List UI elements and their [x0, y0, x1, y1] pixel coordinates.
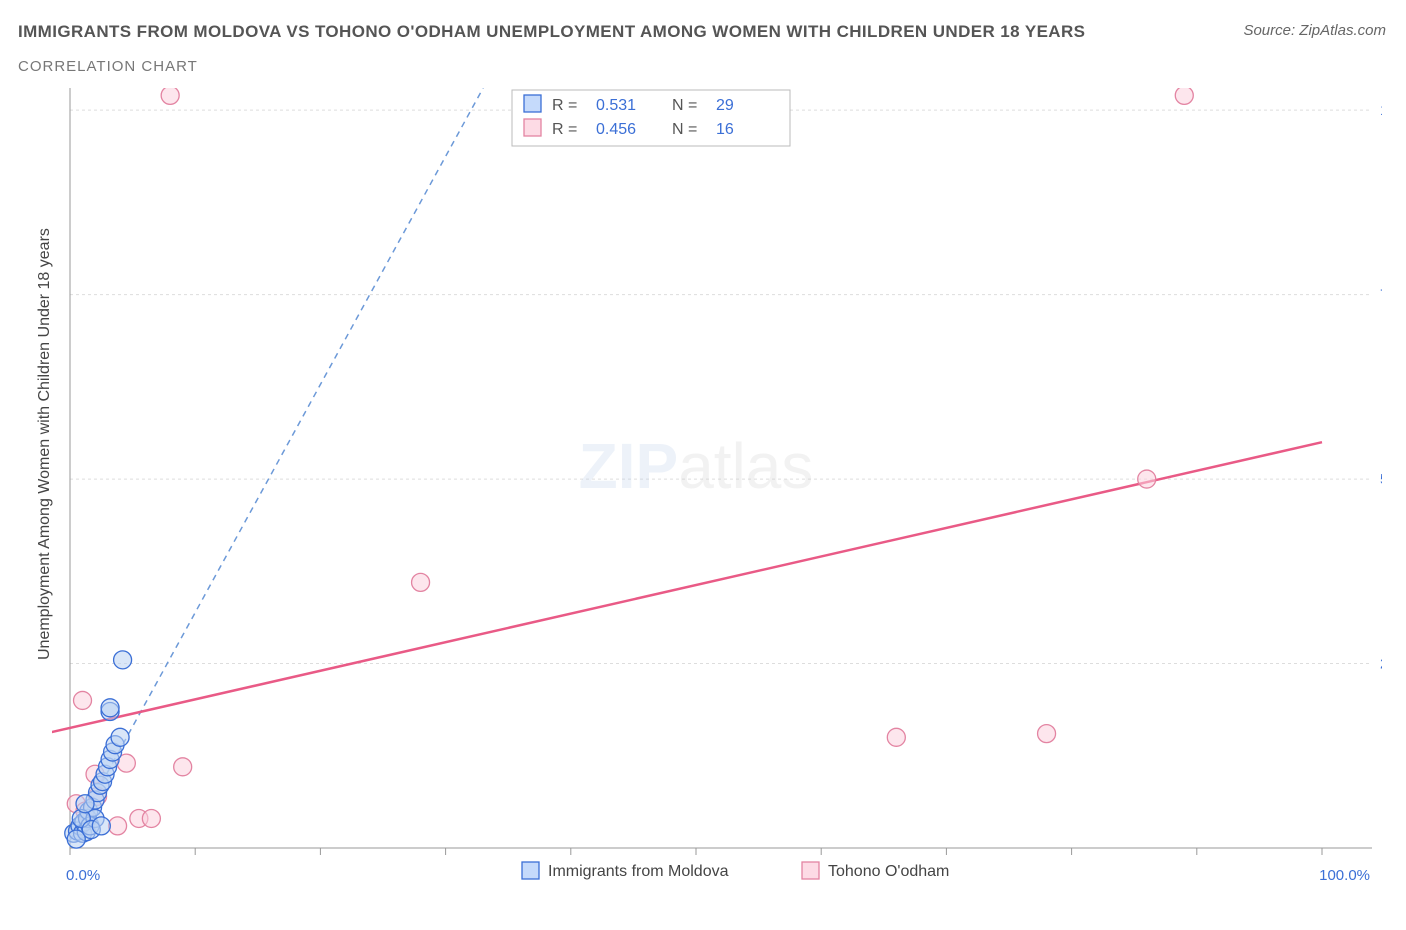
legend-n-value: 16 [716, 121, 734, 138]
plot-area: ZIPatlas R = 0.531 N = 29 R = 0.456 N = 16 Immi… [52, 88, 1382, 888]
page-root: IMMIGRANTS FROM MOLDOVA VS TOHONO O'ODHA… [0, 0, 1406, 930]
data-point-pink [1175, 88, 1193, 104]
legend-swatch-blue [522, 862, 539, 879]
legend-top: R = 0.531 N = 29 R = 0.456 N = 16 [512, 90, 790, 146]
blue-trend-line [70, 88, 483, 841]
legend-label-pink: Tohono O'odham [828, 863, 949, 880]
legend-swatch [524, 95, 541, 112]
data-point-pink [174, 758, 192, 776]
data-point-blue [92, 817, 110, 835]
watermark: ZIPatlas [579, 430, 814, 502]
legend-swatch-pink [802, 862, 819, 879]
legend-r-label: R = [552, 121, 577, 138]
watermark-text: ZIPatlas [579, 430, 814, 502]
x-tick-label: 100.0% [1319, 867, 1370, 884]
source-attribution: Source: ZipAtlas.com [1243, 22, 1386, 39]
x-tick-label: 0.0% [66, 867, 100, 884]
data-point-pink [1038, 725, 1056, 743]
legend-n-label: N = [672, 97, 697, 114]
data-point-blue [101, 699, 119, 717]
data-point-pink [109, 817, 127, 835]
chart-subtitle: CORRELATION CHART [18, 58, 198, 75]
legend-n-label: N = [672, 121, 697, 138]
data-point-pink [887, 728, 905, 746]
y-tick-label: 50.0% [1380, 471, 1382, 488]
title-row: IMMIGRANTS FROM MOLDOVA VS TOHONO O'ODHA… [18, 22, 1386, 42]
legend-bottom: Immigrants from Moldova Tohono O'odham [522, 862, 949, 880]
chart-svg: ZIPatlas R = 0.531 N = 29 R = 0.456 N = 16 Immi… [52, 88, 1382, 888]
legend-swatch [524, 119, 541, 136]
data-point-pink [74, 691, 92, 709]
legend-label-blue: Immigrants from Moldova [548, 863, 729, 880]
data-point-blue [114, 651, 132, 669]
data-point-blue [76, 795, 94, 813]
legend-r-value: 0.456 [596, 121, 636, 138]
data-point-pink [412, 573, 430, 591]
y-tick-label: 25.0% [1380, 656, 1382, 673]
data-point-blue [111, 728, 129, 746]
legend-r-value: 0.531 [596, 97, 636, 114]
data-point-pink [161, 88, 179, 104]
y-tick-label: 75.0% [1380, 287, 1382, 304]
chart-title: IMMIGRANTS FROM MOLDOVA VS TOHONO O'ODHA… [18, 22, 1085, 42]
legend-n-value: 29 [716, 97, 734, 114]
legend-r-label: R = [552, 97, 577, 114]
data-point-pink [1138, 470, 1156, 488]
data-point-pink [142, 809, 160, 827]
y-tick-label: 100.0% [1380, 102, 1382, 119]
